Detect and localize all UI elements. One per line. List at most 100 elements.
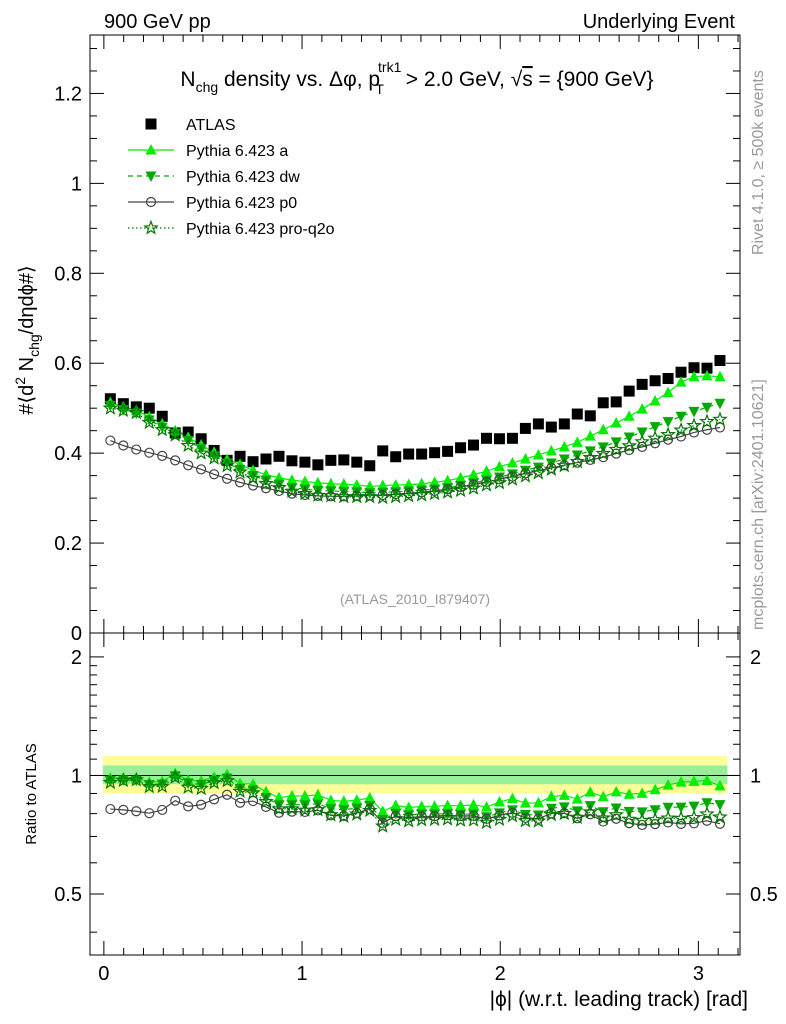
ratio-point-pythia-6-423-pro-q2o bbox=[530, 812, 547, 828]
ratio-point-pythia-6-423-pro-q2o bbox=[193, 780, 209, 796]
ratio-point-pythia-6-423-a bbox=[481, 801, 492, 812]
point-pythia-6-423-p0 bbox=[611, 448, 622, 459]
point-pythia-6-423-p0 bbox=[701, 424, 713, 435]
ratio-point-pythia-6-423-p0 bbox=[183, 801, 194, 812]
ratio-point-pythia-6-423-a bbox=[649, 783, 661, 795]
point-pythia-6-423-a bbox=[519, 452, 531, 464]
point-pythia-6-423-pro-q2o bbox=[413, 486, 430, 502]
ratio-point-pythia-6-423-a bbox=[675, 776, 687, 787]
ratio-point-pythia-6-423-a bbox=[688, 775, 700, 786]
ratio-point-pythia-6-423-dw bbox=[273, 800, 285, 811]
point-pythia-6-423-p0 bbox=[325, 491, 336, 502]
point-pythia-6-423-p0 bbox=[170, 455, 181, 466]
y-tick-label: 0 bbox=[71, 623, 82, 645]
point-pythia-6-423-a bbox=[481, 465, 492, 476]
ratio-point-pythia-6-423-dw bbox=[662, 802, 674, 814]
point-atlas bbox=[377, 445, 389, 457]
point-pythia-6-423-a bbox=[701, 369, 713, 381]
y-tick-label: 1.2 bbox=[54, 83, 82, 105]
point-pythia-6-423-a bbox=[623, 410, 635, 421]
point-pythia-6-423-pro-q2o bbox=[258, 475, 274, 491]
point-atlas bbox=[442, 445, 454, 457]
point-pythia-6-423-pro-q2o bbox=[361, 488, 378, 504]
ratio-point-pythia-6-423-pro-q2o bbox=[673, 810, 689, 826]
point-pythia-6-423-p0 bbox=[624, 444, 635, 456]
ratio-point-pythia-6-423-pro-q2o bbox=[595, 809, 612, 825]
y-tick-label: 1 bbox=[71, 173, 82, 195]
ratio-point-pythia-6-423-pro-q2o bbox=[336, 808, 352, 824]
ratio-point-pythia-6-423-p0 bbox=[273, 807, 285, 818]
point-atlas bbox=[338, 454, 350, 466]
point-pythia-6-423-pro-q2o bbox=[128, 404, 145, 420]
point-pythia-6-423-pro-q2o bbox=[439, 484, 456, 499]
ratio-point-pythia-6-423-pro-q2o bbox=[478, 814, 495, 830]
point-pythia-6-423-pro-q2o bbox=[426, 485, 443, 501]
point-atlas bbox=[519, 422, 531, 434]
y-tick-label: 0.6 bbox=[54, 353, 82, 375]
ratio-point-pythia-6-423-a bbox=[455, 799, 467, 811]
point-atlas bbox=[545, 421, 557, 433]
point-pythia-6-423-pro-q2o bbox=[621, 437, 637, 453]
ratio-point-pythia-6-423-pro-q2o bbox=[439, 810, 456, 826]
point-atlas bbox=[597, 397, 609, 409]
point-pythia-6-423-pro-q2o bbox=[297, 485, 313, 501]
ratio-point-pythia-6-423-p0 bbox=[144, 808, 155, 819]
ratio-point-pythia-6-423-p0 bbox=[442, 810, 453, 821]
ratio-point-pythia-6-423-pro-q2o bbox=[284, 800, 300, 816]
ratio-point-pythia-6-423-dw bbox=[208, 776, 220, 787]
ratio-point-pythia-6-423-a bbox=[325, 794, 337, 805]
point-atlas bbox=[455, 442, 467, 454]
point-pythia-6-423-p0 bbox=[209, 469, 220, 480]
ratio-point-pythia-6-423-p0 bbox=[624, 818, 635, 829]
ratio-point-pythia-6-423-a bbox=[286, 789, 298, 801]
ratio-point-pythia-6-423-pro-q2o bbox=[361, 802, 378, 818]
point-atlas bbox=[156, 410, 168, 422]
point-pythia-6-423-dw bbox=[364, 488, 376, 499]
point-pythia-6-423-p0 bbox=[183, 460, 194, 471]
legend-marker-pythia-6-423-dw bbox=[145, 171, 157, 182]
ratio-point-pythia-6-423-a bbox=[597, 790, 609, 802]
point-pythia-6-423-pro-q2o bbox=[686, 417, 702, 433]
point-pythia-6-423-dw bbox=[260, 475, 272, 487]
ratio-point-pythia-6-423-pro-q2o bbox=[400, 812, 417, 828]
point-pythia-6-423-dw bbox=[506, 469, 518, 480]
ratio-point-pythia-6-423-pro-q2o bbox=[128, 771, 145, 787]
ratio-point-pythia-6-423-a bbox=[390, 799, 402, 810]
ratio-point-pythia-6-423-pro-q2o bbox=[621, 811, 637, 827]
ratio-point-pythia-6-423-p0 bbox=[118, 804, 129, 815]
ratio-point-pythia-6-423-a bbox=[364, 792, 376, 803]
ratio-point-pythia-6-423-a bbox=[493, 795, 505, 807]
point-atlas bbox=[506, 432, 518, 444]
ratio-point-pythia-6-423-p0 bbox=[196, 799, 207, 810]
ratio-point-pythia-6-423-a bbox=[442, 799, 454, 810]
series-markers bbox=[102, 355, 728, 505]
point-pythia-6-423-a bbox=[714, 370, 726, 382]
ratio-point-pythia-6-423-dw bbox=[182, 778, 194, 789]
ratio-point-pythia-6-423-pro-q2o bbox=[556, 805, 573, 821]
point-pythia-6-423-pro-q2o bbox=[271, 479, 287, 495]
ratio-point-pythia-6-423-dw bbox=[286, 800, 298, 811]
point-pythia-6-423-dw bbox=[143, 415, 155, 426]
ratio-point-pythia-6-423-dw bbox=[143, 780, 155, 791]
ratio-point-pythia-6-423-dw bbox=[675, 802, 687, 814]
ratio-point-pythia-6-423-pro-q2o bbox=[465, 811, 482, 827]
ratio-point-pythia-6-423-dw bbox=[130, 775, 142, 787]
point-pythia-6-423-p0 bbox=[157, 450, 168, 461]
mcplots-reference-label: mcplots.cern.ch [arXiv:2401.10621] bbox=[750, 379, 767, 630]
ratio-point-pythia-6-423-dw bbox=[221, 773, 233, 785]
point-pythia-6-423-a bbox=[351, 479, 363, 490]
ratio-point-pythia-6-423-p0 bbox=[157, 804, 168, 816]
ratio-point-pythia-6-423-dw bbox=[299, 800, 311, 811]
point-atlas bbox=[701, 362, 713, 374]
point-atlas bbox=[636, 378, 648, 390]
ratio-y-tick-label-right: 2 bbox=[750, 647, 761, 669]
legend-marker-pythia-6-423-a bbox=[145, 144, 157, 155]
point-pythia-6-423-dw bbox=[662, 417, 674, 428]
axis-ticks bbox=[90, 35, 740, 955]
ratio-point-pythia-6-423-p0 bbox=[611, 813, 622, 824]
ratio-point-pythia-6-423-dw bbox=[195, 779, 207, 791]
point-pythia-6-423-p0 bbox=[585, 454, 596, 465]
legend-marker-atlas bbox=[145, 118, 157, 130]
ratio-point-pythia-6-423-pro-q2o bbox=[608, 806, 625, 822]
